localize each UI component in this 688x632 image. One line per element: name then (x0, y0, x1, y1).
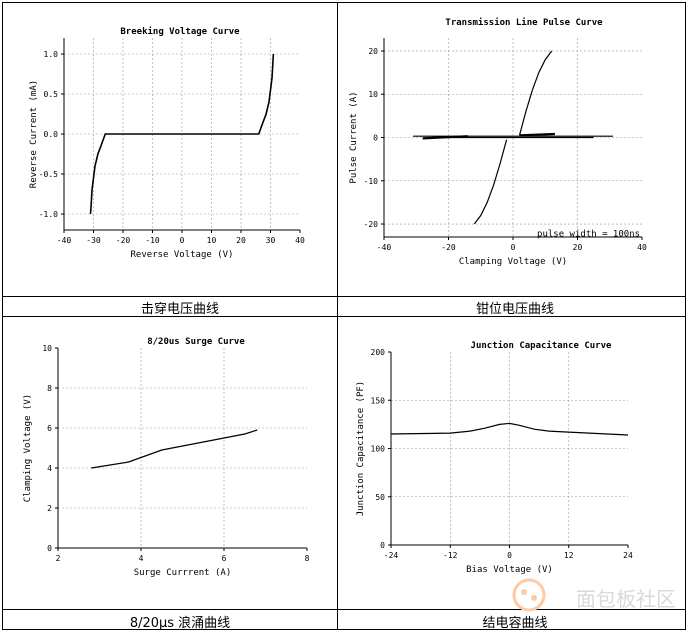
series-line (89, 53, 275, 215)
y-tick-label: -10 (364, 177, 379, 186)
x-axis-label: Bias Voltage (V) (466, 565, 553, 575)
x-axis-label: Surge Currrent (A) (134, 568, 232, 578)
y-tick-label: 10 (42, 344, 52, 353)
x-tick-label: -10 (145, 236, 160, 245)
x-tick-label: 0 (507, 551, 512, 560)
y-tick-label: 4 (47, 464, 52, 473)
y-tick-label: 0 (47, 544, 52, 553)
series-line (390, 422, 629, 436)
y-tick-label: 2 (47, 504, 52, 513)
y-tick-label: 0 (373, 134, 378, 143)
chart-title: Junction Capacitance Curve (471, 340, 612, 351)
x-tick-label: 12 (564, 551, 574, 560)
x-axis-label: Reverse Voltage (V) (131, 250, 234, 260)
y-axis-label: Junction Capacitance (PF) (356, 381, 366, 516)
x-tick-label: 10 (207, 236, 217, 245)
x-tick-label: 40 (295, 236, 305, 245)
y-tick-label: -0.5 (39, 170, 58, 179)
y-tick-label: -1.0 (39, 210, 58, 219)
y-tick-label: 6 (47, 424, 52, 433)
y-axis-label: Clamping Voltage (V) (23, 394, 33, 502)
x-tick-label: -20 (116, 236, 131, 245)
watermark-logo-icon (512, 578, 546, 612)
watermark-text: 面包板社区 (576, 587, 676, 611)
x-tick-label: -30 (86, 236, 101, 245)
x-tick-label: 8 (305, 554, 310, 563)
x-tick-label: -40 (377, 243, 392, 252)
caption-breakdown: 击穿电压曲线 (140, 302, 219, 317)
y-axis-label: Pulse Current (A) (349, 91, 359, 183)
series-line (519, 132, 555, 137)
grid-divider-caption-2 (3, 609, 685, 610)
x-tick-label: 40 (637, 243, 647, 252)
x-tick-label: 4 (139, 554, 144, 563)
series-line (518, 50, 553, 136)
y-tick-label: 8 (47, 384, 52, 393)
caption-surge: 8/20μs 浪涌曲线 (129, 616, 231, 631)
series-line (473, 139, 508, 225)
y-tick-label: 10 (368, 90, 378, 99)
x-tick-label: 30 (266, 236, 276, 245)
chart-title: 8/20us Surge Curve (147, 337, 245, 347)
x-tick-label: -40 (57, 236, 72, 245)
y-tick-label: 0.0 (44, 130, 59, 139)
y-tick-label: 0 (380, 541, 385, 550)
x-tick-label: -24 (384, 551, 399, 560)
x-tick-label: 20 (236, 236, 246, 245)
series-line (422, 135, 468, 140)
chart-title: Breeking Voltage Curve (120, 26, 240, 37)
grid-divider-middle (3, 316, 685, 317)
y-tick-label: 0.5 (44, 90, 59, 99)
y-tick-label: -20 (364, 220, 379, 229)
grid-divider-caption-1 (3, 296, 685, 297)
y-tick-label: 100 (371, 445, 386, 454)
x-axis-label: Clamping Voltage (V) (459, 257, 567, 267)
y-tick-label: 150 (371, 396, 386, 405)
y-tick-label: 20 (368, 47, 378, 56)
x-tick-label: 6 (222, 554, 227, 563)
x-tick-label: 2 (56, 554, 61, 563)
x-tick-label: -20 (441, 243, 456, 252)
y-tick-label: 200 (371, 348, 386, 357)
y-axis-label: Reverse Current (mA) (29, 80, 39, 188)
caption-capacitance: 结电容曲线 (482, 616, 548, 631)
x-tick-label: 24 (623, 551, 633, 560)
x-tick-label: 20 (573, 243, 583, 252)
x-tick-label: 0 (511, 243, 516, 252)
y-tick-label: 50 (375, 493, 385, 502)
x-tick-label: 0 (180, 236, 185, 245)
caption-clamping: 钳位电压曲线 (475, 302, 554, 317)
y-tick-label: 1.0 (44, 50, 59, 59)
chart-annotation: pulse width = 100ns (537, 230, 640, 240)
x-tick-label: -12 (443, 551, 458, 560)
chart-title: Transmission Line Pulse Curve (445, 17, 603, 28)
series-line (91, 429, 258, 469)
